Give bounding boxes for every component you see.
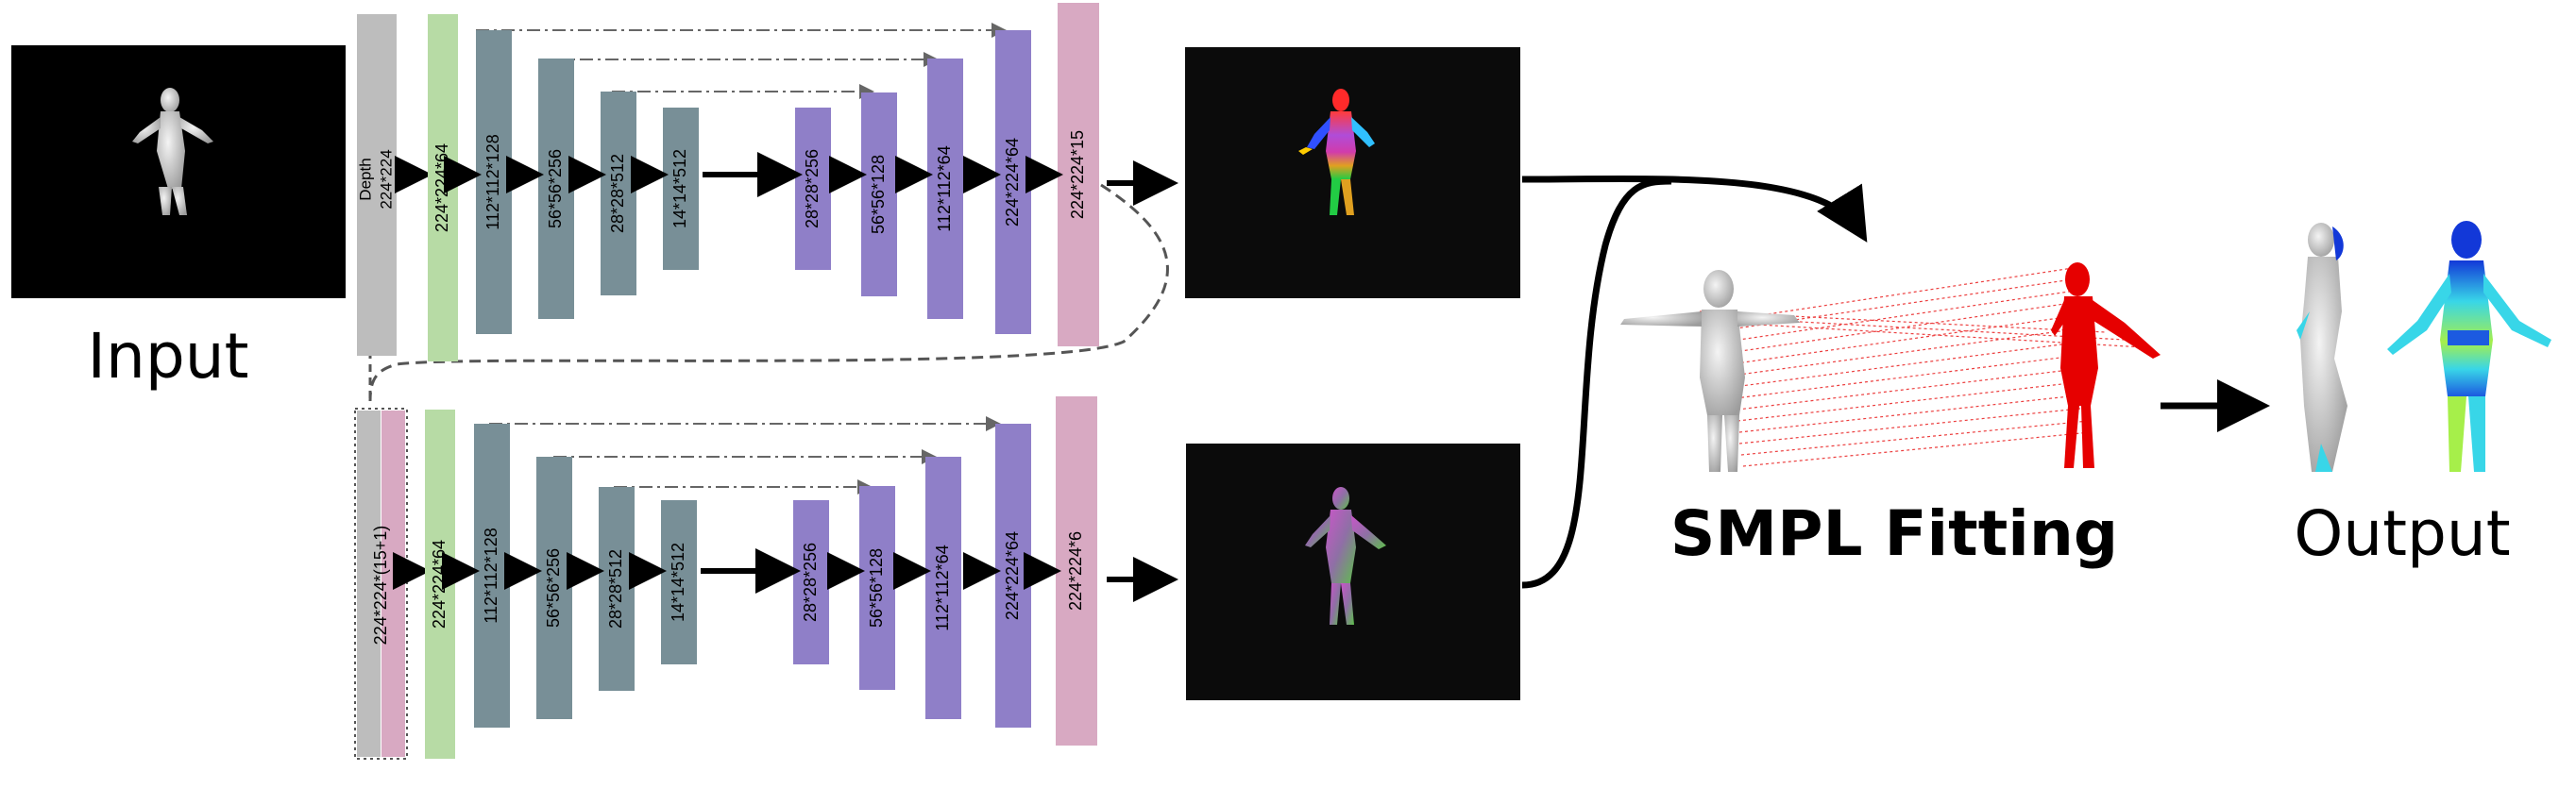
- bottom-input-depth-block: [357, 411, 381, 757]
- bottom-output-image: [1186, 444, 1520, 700]
- top-net-block-4: [601, 92, 636, 295]
- top-input-depth-label: Depth: [356, 158, 374, 200]
- bottom-net-block-3: [536, 457, 572, 719]
- bottom-net-block-5-label: 14*14*512: [669, 543, 687, 622]
- top-net-block-3-label: 56*56*256: [546, 149, 565, 228]
- top-net-block-5: [663, 108, 699, 270]
- top-net-block-3: [538, 59, 574, 319]
- bottom-net-block-8-label: 112*112*64: [933, 545, 952, 630]
- output-mesh-side: [2296, 223, 2347, 472]
- top-net-block-8-label: 112*112*64: [935, 145, 954, 231]
- top-input-depth-block: [357, 14, 397, 356]
- output-mesh-front: [2387, 221, 2551, 472]
- top-net-block-6-label: 28*28*256: [803, 149, 822, 228]
- top-input-size-label: 224*224: [377, 149, 395, 209]
- bottom-net-block-3-label: 56*56*256: [544, 548, 563, 628]
- top-net-block-4-label: 28*28*512: [608, 154, 627, 233]
- net-to-output-arrows: [1107, 160, 1178, 602]
- top-net-block-9: [995, 30, 1031, 334]
- bottom-skip-connections: [489, 416, 1001, 495]
- densepose-figure: [1298, 89, 1375, 215]
- top-net-block-9-label: 224*224*64: [1003, 138, 1022, 226]
- bottom-net-block-7-label: 56*56*128: [867, 548, 886, 628]
- top-net-block-2: [476, 30, 512, 334]
- depth-to-bottom-link: [368, 349, 395, 401]
- input-label: Input: [88, 320, 249, 393]
- bottom-unet: 224*224*(15+1) 224*224*64 112*112*128 56*56…: [354, 396, 1097, 760]
- smpl-fitting-visual: [1620, 262, 2161, 472]
- merge-to-smpl-arrows: [1521, 175, 1868, 589]
- bottom-net-block-9-label: 224*224*64: [1003, 531, 1022, 620]
- bottom-net-block-2-label: 112*112*128: [482, 528, 500, 623]
- bottom-net-block-4: [599, 487, 635, 691]
- smpl-template-body: [1620, 270, 1800, 472]
- bottom-net-block-4-label: 28*28*512: [606, 549, 625, 629]
- input-depth-figure: [132, 88, 213, 215]
- top-net-block-8: [927, 59, 963, 319]
- bottom-net-block-1-label: 224*224*64: [430, 540, 449, 629]
- normal-figure: [1305, 487, 1386, 625]
- top-net-block-10: [1058, 3, 1099, 346]
- top-net-block-2-label: 112*112*128: [483, 134, 502, 229]
- target-pointcloud-body: [2051, 262, 2161, 468]
- bottom-net-block-8: [925, 457, 961, 719]
- top-skip-connections: [476, 23, 1007, 99]
- top-net-block-1-label: 224*224*64: [432, 143, 451, 232]
- top-net-block-7-label: 56*56*128: [869, 155, 888, 234]
- bottom-net-block-10: [1056, 396, 1097, 746]
- smpl-fitting-label: SMPL Fitting: [1670, 497, 2118, 570]
- top-net-block-10-label: 224*224*15: [1068, 130, 1087, 219]
- bottom-net-block-7: [859, 486, 895, 690]
- bottom-net-block-10-label: 224*224*6: [1066, 531, 1085, 611]
- top-net-block-7: [861, 92, 897, 296]
- bottom-net-block-6-label: 28*28*256: [801, 543, 820, 622]
- output-label: Output: [2294, 497, 2510, 570]
- bottom-net-block-2: [474, 424, 510, 728]
- bottom-net-block-5: [661, 500, 697, 664]
- bottom-input-label: 224*224*(15+1): [371, 526, 390, 646]
- top-unet: Depth 224*224 224*224*64 112*112*128 56*56*2…: [356, 3, 1099, 361]
- feedback-dashed-link: [368, 183, 1169, 402]
- top-output-image: [1185, 47, 1520, 298]
- top-net-block-5-label: 14*14*512: [670, 149, 689, 228]
